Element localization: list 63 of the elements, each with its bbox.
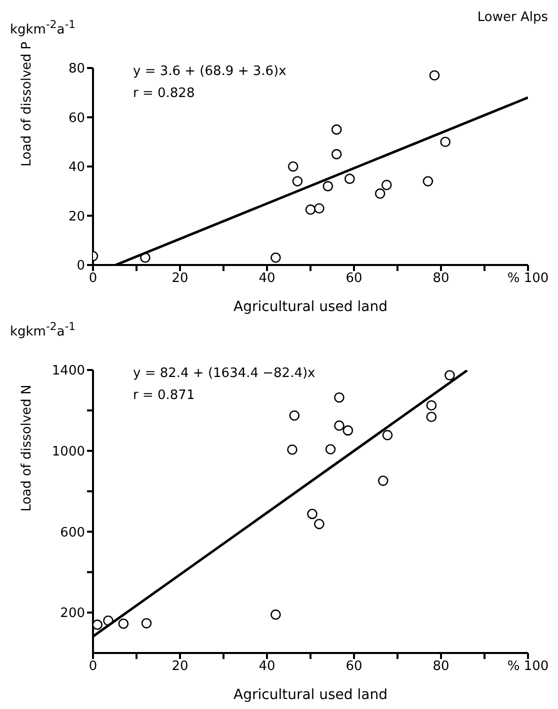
y-tick-label: 60 bbox=[68, 110, 85, 126]
point bbox=[288, 161, 298, 172]
point bbox=[141, 618, 152, 628]
annotation: y = 82.4 + (1634.4 −82.4)x bbox=[133, 366, 316, 381]
annotation: r = 0.828 bbox=[133, 86, 195, 101]
point bbox=[314, 203, 324, 214]
point bbox=[93, 620, 103, 630]
y-tick-label: 20 bbox=[68, 209, 85, 224]
text: kgkm$^{-2}$a$^{-1}$ bbox=[10, 320, 76, 340]
point bbox=[344, 174, 355, 184]
point bbox=[118, 618, 129, 629]
point bbox=[342, 425, 354, 436]
point bbox=[292, 176, 303, 186]
point bbox=[382, 430, 393, 440]
x-tick-label: 0 bbox=[88, 271, 98, 286]
x-tick-label: 40 bbox=[258, 659, 276, 674]
y-axis-title: Load of dissolved P bbox=[20, 41, 35, 166]
point bbox=[429, 70, 440, 81]
point bbox=[334, 392, 344, 403]
x-tick-label: 20 bbox=[172, 659, 188, 674]
point bbox=[426, 400, 437, 411]
y-tick-label: 600 bbox=[60, 525, 85, 540]
point bbox=[426, 412, 437, 422]
y-tick-label: 0 bbox=[76, 258, 85, 274]
text: kgkm$^{-2}$a$^{-1}$ bbox=[10, 18, 76, 38]
x-tick-label: % 100 bbox=[507, 659, 549, 674]
y-axis-title: Load of dissolved N bbox=[20, 384, 35, 512]
point bbox=[331, 124, 342, 135]
point bbox=[440, 136, 451, 148]
point bbox=[305, 204, 316, 215]
x-tick-label: % 100 bbox=[507, 271, 549, 286]
point bbox=[378, 476, 388, 486]
point bbox=[374, 188, 386, 199]
x-tick-label: 60 bbox=[346, 659, 362, 674]
y-tick-label: 1000 bbox=[52, 444, 85, 460]
point bbox=[270, 609, 281, 620]
point bbox=[444, 370, 455, 380]
x-tick-label: 0 bbox=[88, 659, 98, 674]
x-tick-label: 80 bbox=[432, 659, 450, 674]
annotation: y = 3.6 + (68.9 + 3.6)x bbox=[133, 64, 286, 79]
point bbox=[334, 420, 344, 431]
y-tick-label: 80 bbox=[68, 62, 85, 77]
x-tick-label: 80 bbox=[432, 271, 450, 286]
point bbox=[325, 444, 336, 454]
point bbox=[307, 508, 318, 520]
point bbox=[287, 444, 298, 455]
point bbox=[322, 181, 334, 192]
point bbox=[381, 180, 392, 190]
x-tick-label: 60 bbox=[346, 271, 362, 286]
point bbox=[289, 410, 300, 421]
y-tick-label: 200 bbox=[60, 606, 85, 622]
x-axis-title: Agricultural used land bbox=[234, 687, 388, 703]
chart-title: Lower Alps bbox=[477, 10, 548, 25]
point bbox=[314, 518, 324, 530]
x-tick-label: 20 bbox=[172, 271, 188, 286]
x-tick-label: 40 bbox=[258, 271, 276, 286]
point bbox=[270, 252, 281, 263]
annotation: r = 0.871 bbox=[133, 388, 195, 403]
point bbox=[422, 176, 434, 186]
y-tick-label: 1400 bbox=[52, 364, 85, 379]
point bbox=[331, 149, 342, 160]
x-axis-title: Agricultural used land bbox=[234, 299, 388, 315]
y-tick-label: 40 bbox=[68, 160, 85, 176]
